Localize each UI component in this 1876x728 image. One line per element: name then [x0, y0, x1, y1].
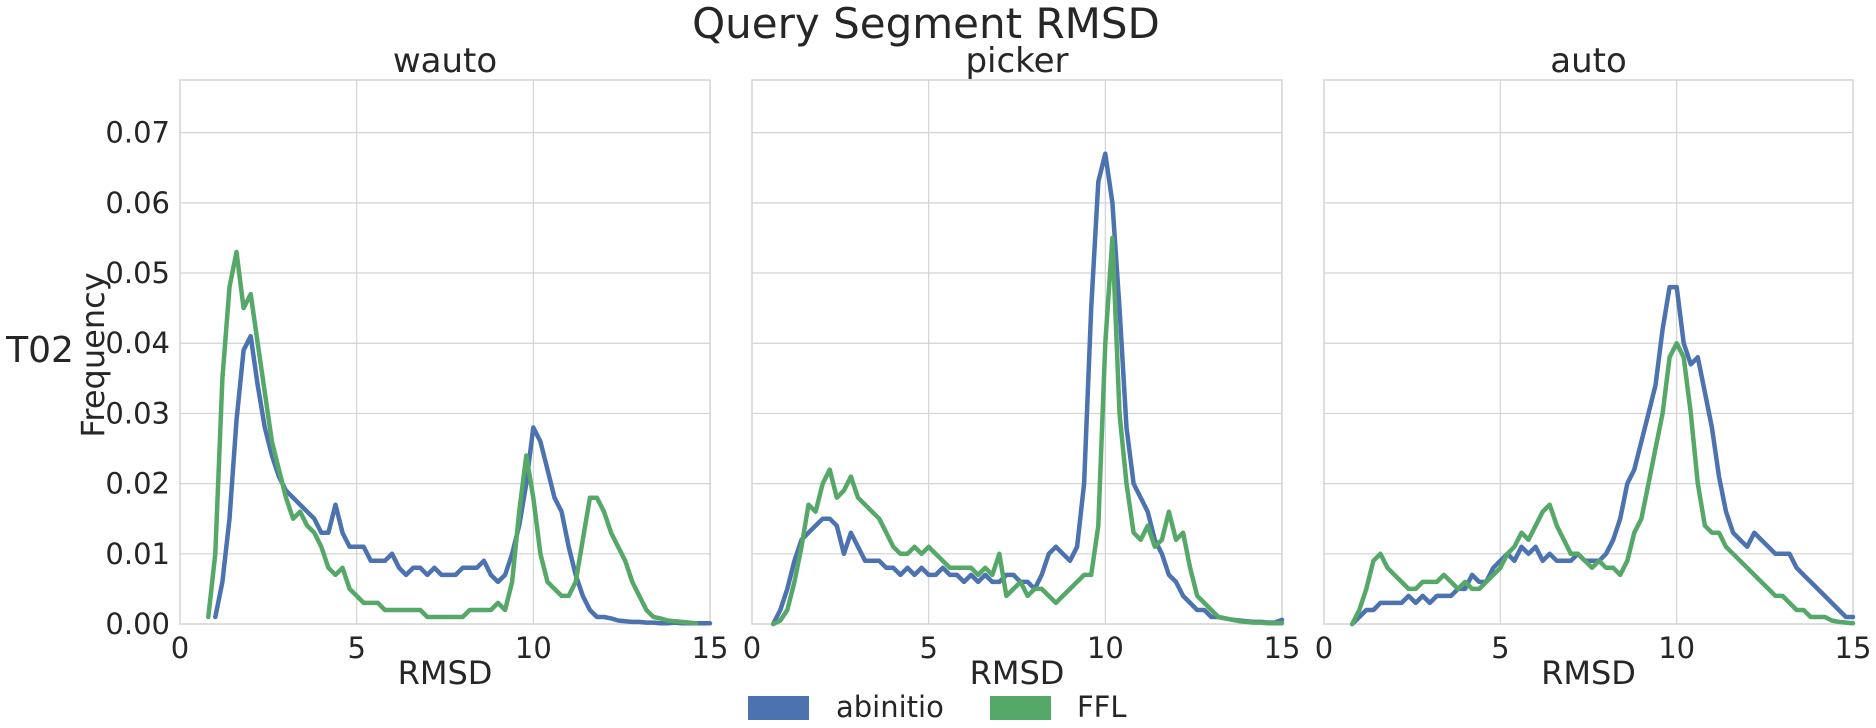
- x-tick-label: 10: [515, 631, 552, 665]
- y-tick-label: 0.05: [105, 256, 170, 290]
- y-tick-label: 0.00: [105, 607, 170, 641]
- x-tick-label: 15: [692, 631, 729, 665]
- y-tick-label: 0.02: [105, 467, 170, 501]
- y-axis-label: Frequency: [74, 272, 112, 437]
- panel-picker: 0 5 10 15 picker RMSD: [743, 41, 1301, 692]
- plot-frame: [179, 79, 711, 625]
- panel-title: picker: [965, 41, 1068, 81]
- x-tick-label: 15: [1835, 631, 1872, 665]
- x-tick-label: 15: [1264, 631, 1301, 665]
- series-line-ffl: [1349, 340, 1856, 627]
- x-tick-label: 0: [1315, 631, 1333, 665]
- row-label: T02: [5, 330, 74, 371]
- series-line-abinitio: [1349, 284, 1856, 627]
- x-tick-label: 10: [1087, 631, 1124, 665]
- plot-frame: [751, 79, 1283, 625]
- x-axis-label: RMSD: [1541, 654, 1636, 692]
- y-tick-label: 0.04: [105, 326, 170, 360]
- y-tick-label: 0.06: [105, 186, 170, 220]
- x-axis-label: RMSD: [970, 654, 1065, 692]
- series-line-ffl: [206, 249, 699, 626]
- figure-title: Query Segment RMSD: [692, 0, 1160, 48]
- x-tick-label: 0: [171, 631, 189, 665]
- y-tick-label: 0.03: [105, 396, 170, 430]
- y-tick-label: 0.07: [105, 116, 170, 150]
- series-line-abinitio: [770, 151, 1285, 627]
- x-tick-label: 0: [743, 631, 761, 665]
- legend-label-ffl: FFL: [1077, 690, 1127, 724]
- x-axis-label: RMSD: [398, 654, 493, 692]
- panel-title: auto: [1550, 41, 1627, 81]
- x-tick-label: 5: [919, 631, 937, 665]
- legend: abinitio FFL: [748, 690, 1127, 724]
- x-tick-label: 10: [1658, 631, 1695, 665]
- series-line-ffl: [770, 235, 1285, 627]
- plot-frame: [1323, 79, 1854, 625]
- panel-auto: 0 5 10 15 auto RMSD: [1315, 41, 1872, 692]
- panel-title: wauto: [393, 41, 497, 81]
- x-tick-label: 5: [347, 631, 365, 665]
- y-tick-label: 0.01: [105, 537, 170, 571]
- legend-label-abinitio: abinitio: [836, 690, 944, 724]
- legend-swatch-ffl: [990, 696, 1051, 720]
- panel-wauto: 0 5 10 15 0.00 0.01 0.02 0.03 0.04 0.05 0.06 0.07 wa…: [105, 41, 728, 692]
- legend-swatch-abinitio: [748, 696, 809, 720]
- series-line-abinitio: [213, 333, 713, 626]
- x-tick-label: 5: [1491, 631, 1509, 665]
